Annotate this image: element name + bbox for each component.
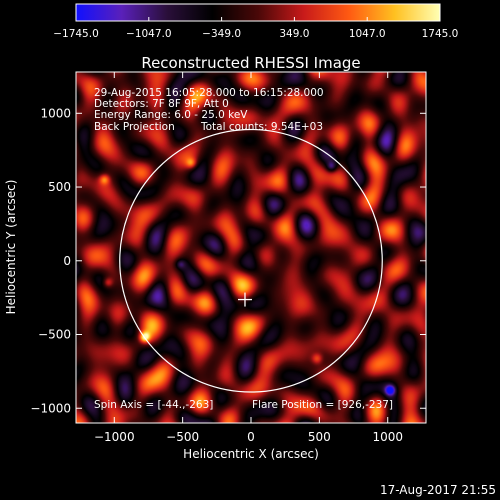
colorbar-tick-label: −1047.0 [126, 28, 172, 40]
x-tick-label: −1000 [94, 430, 135, 444]
annotations: 29-Aug-2015 16:05:28.000 to 16:15:28.000… [94, 87, 393, 411]
colorbar-tick-label: −1745.0 [53, 28, 99, 40]
spin-axis-marker [237, 292, 252, 307]
y-tick-label: 0 [63, 254, 71, 268]
spin-axis-label: Spin Axis = [-44.,-263] [94, 399, 213, 411]
y-axis-label: Heliocentric Y (arcsec) [4, 180, 18, 315]
total-counts-label: Total counts: 9.54E+03 [200, 121, 323, 133]
chart-title: Reconstructed RHESSI Image [141, 54, 360, 72]
heatmap-image [76, 72, 426, 423]
y-tick-label: −1000 [30, 401, 71, 415]
flare-position-label: Flare Position = [926,-237] [252, 399, 393, 411]
x-axis: −1000 −500 0 500 1000 [94, 72, 403, 444]
colorbar-strip [76, 4, 440, 21]
plot-area [76, 72, 426, 423]
time-range-label: 29-Aug-2015 16:05:28.000 to 16:15:28.000 [94, 87, 324, 99]
colorbar-tick-label: 1047.0 [349, 28, 386, 40]
x-axis-label: Heliocentric X (arcsec) [183, 447, 319, 461]
colorbar-frame [75, 3, 441, 22]
y-tick-label: −500 [38, 328, 71, 342]
colorbar-tick-label: 1745.0 [422, 28, 459, 40]
solar-limb-circle [119, 128, 383, 393]
x-tick-label: 0 [247, 430, 255, 444]
y-axis: −1000 −500 0 500 1000 [30, 106, 426, 415]
x-tick-label: 1000 [372, 430, 403, 444]
energy-range-label: Energy Range: 6.0 - 25.0 keV [94, 109, 248, 121]
colorbar: −1745.0 −1047.0 −349.0 349.0 1047.0 1745.0 [53, 3, 458, 40]
x-tick-label: 500 [308, 430, 331, 444]
method-label: Back Projection [94, 121, 175, 133]
colorbar-ticks: −1745.0 −1047.0 −349.0 349.0 1047.0 1745.0 [53, 17, 458, 40]
y-tick-label: 500 [48, 180, 71, 194]
y-tick-label: 1000 [40, 106, 71, 120]
colorbar-tick-label: −349.0 [202, 28, 241, 40]
detectors-label: Detectors: 7F 8F 9F, Att 0 [94, 98, 229, 110]
timestamp-footer: 17-Aug-2017 21:55 [380, 483, 496, 497]
x-tick-label: −500 [166, 430, 199, 444]
colorbar-tick-label: 349.0 [279, 28, 309, 40]
